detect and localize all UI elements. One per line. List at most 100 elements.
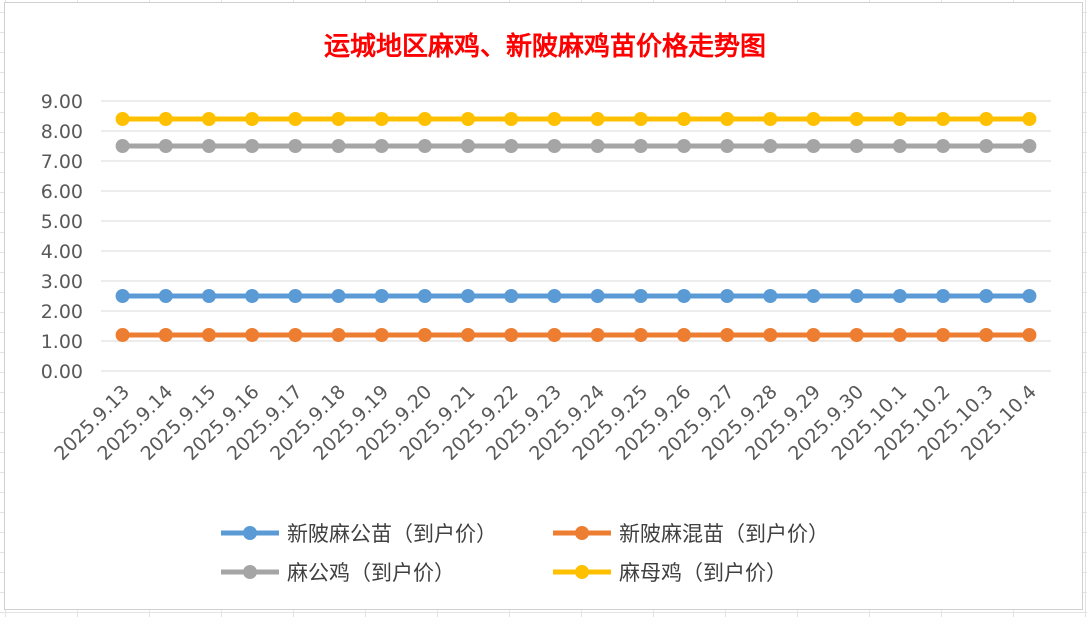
data-point <box>374 328 389 342</box>
data-point <box>979 112 994 126</box>
data-point <box>1022 112 1037 126</box>
data-point <box>633 289 648 303</box>
data-point <box>201 328 216 342</box>
data-point <box>245 289 260 303</box>
data-point <box>374 289 389 303</box>
data-point <box>158 112 173 126</box>
data-point <box>633 139 648 153</box>
data-point <box>158 328 173 342</box>
series-3 <box>115 139 1037 153</box>
legend-item[interactable]: 新陂麻混苗（到户价） <box>553 522 829 546</box>
legend[interactable]: 新陂麻公苗（到户价） 新陂麻混苗（到户价） 麻公鸡（到户价） 麻母鸡（到户价） <box>221 522 829 585</box>
series-lines <box>115 112 1037 342</box>
data-point <box>676 328 691 342</box>
y-tick-label: 6.00 <box>41 181 83 203</box>
series-1 <box>115 289 1037 303</box>
data-point <box>547 289 562 303</box>
data-point <box>892 112 907 126</box>
data-point <box>288 139 303 153</box>
data-point <box>849 112 864 126</box>
y-tick-label: 9.00 <box>41 91 83 113</box>
data-point <box>849 328 864 342</box>
data-point <box>806 289 821 303</box>
legend-label: 麻公鸡（到户价） <box>287 561 455 585</box>
data-point <box>245 328 260 342</box>
data-point <box>763 289 778 303</box>
data-point <box>1022 289 1037 303</box>
data-point <box>892 328 907 342</box>
legend-label: 新陂麻混苗（到户价） <box>619 522 829 546</box>
data-point <box>461 289 476 303</box>
data-point <box>461 112 476 126</box>
legend-marker <box>243 526 257 540</box>
series-2 <box>115 328 1037 342</box>
data-point <box>892 289 907 303</box>
data-point <box>245 139 260 153</box>
data-point <box>979 289 994 303</box>
chart-area[interactable]: 运城地区麻鸡、新陂麻鸡苗价格走势图 0.00 1.00 2.00 3.00 4.00 5.… <box>4 2 1083 610</box>
legend-item[interactable]: 新陂麻公苗（到户价） <box>221 522 497 546</box>
data-point <box>504 289 519 303</box>
legend-item[interactable]: 麻公鸡（到户价） <box>221 561 455 585</box>
data-point <box>849 139 864 153</box>
data-point <box>936 112 951 126</box>
data-point <box>201 139 216 153</box>
data-point <box>849 289 864 303</box>
data-point <box>417 328 432 342</box>
data-point <box>979 328 994 342</box>
data-point <box>633 328 648 342</box>
legend-marker <box>575 565 589 579</box>
data-point <box>158 139 173 153</box>
data-point <box>547 328 562 342</box>
data-point <box>504 328 519 342</box>
data-point <box>115 328 130 342</box>
data-point <box>417 289 432 303</box>
line-chart: 运城地区麻鸡、新陂麻鸡苗价格走势图 0.00 1.00 2.00 3.00 4.00 5.… <box>41 31 1051 585</box>
data-point <box>763 112 778 126</box>
y-tick-label: 3.00 <box>41 271 83 293</box>
data-point <box>763 139 778 153</box>
data-point <box>720 289 735 303</box>
data-point <box>504 139 519 153</box>
data-point <box>547 112 562 126</box>
data-point <box>331 289 346 303</box>
data-point <box>115 289 130 303</box>
data-point <box>288 112 303 126</box>
data-point <box>331 328 346 342</box>
data-point <box>547 139 562 153</box>
data-point <box>936 139 951 153</box>
data-point <box>806 139 821 153</box>
data-point <box>374 112 389 126</box>
data-point <box>201 112 216 126</box>
data-point <box>590 328 605 342</box>
data-point <box>288 289 303 303</box>
y-tick-label: 8.00 <box>41 121 83 143</box>
data-point <box>1022 328 1037 342</box>
legend-item[interactable]: 麻母鸡（到户价） <box>553 561 787 585</box>
y-tick-label: 7.00 <box>41 151 83 173</box>
data-point <box>245 112 260 126</box>
data-point <box>1022 139 1037 153</box>
gridlines <box>101 100 1051 372</box>
data-point <box>115 139 130 153</box>
data-point <box>806 328 821 342</box>
data-point <box>461 328 476 342</box>
data-point <box>676 289 691 303</box>
y-axis-tick-labels: 0.00 1.00 2.00 3.00 4.00 5.00 6.00 7.00 8.00 9.00 <box>41 91 83 383</box>
data-point <box>979 139 994 153</box>
data-point <box>115 112 130 126</box>
y-tick-label: 5.00 <box>41 211 83 233</box>
data-point <box>590 112 605 126</box>
data-point <box>417 112 432 126</box>
legend-label: 麻母鸡（到户价） <box>619 561 787 585</box>
data-point <box>676 112 691 126</box>
data-point <box>892 139 907 153</box>
data-point <box>763 328 778 342</box>
data-point <box>720 328 735 342</box>
data-point <box>936 289 951 303</box>
legend-label: 新陂麻公苗（到户价） <box>287 522 497 546</box>
chart-title: 运城地区麻鸡、新陂麻鸡苗价格走势图 <box>324 31 766 62</box>
data-point <box>201 289 216 303</box>
data-point <box>331 112 346 126</box>
y-tick-label: 4.00 <box>41 241 83 263</box>
